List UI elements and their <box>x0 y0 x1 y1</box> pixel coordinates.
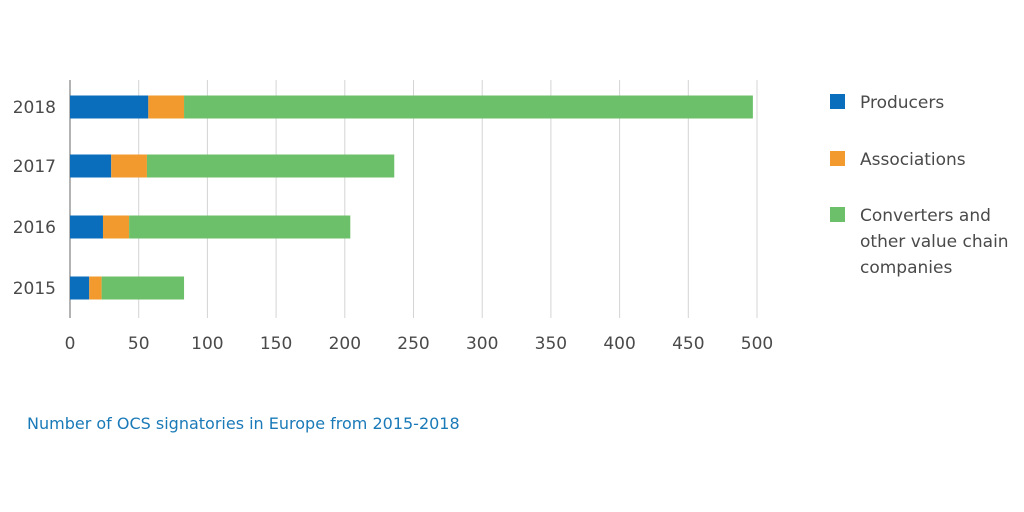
x-tick-label: 50 <box>128 334 150 354</box>
y-tick-label: 2016 <box>13 218 56 238</box>
bar-segment <box>70 276 90 300</box>
legend-label: companies <box>860 258 952 278</box>
bar-segment <box>70 215 103 239</box>
bar-segment <box>148 95 185 119</box>
bar-segment <box>184 95 753 119</box>
x-tick-label: 400 <box>603 334 635 354</box>
bar-segment <box>101 276 185 300</box>
y-tick-label: 2018 <box>13 98 56 118</box>
bars <box>70 95 753 300</box>
chart-caption: Number of OCS signatories in Europe from… <box>27 414 460 433</box>
x-tick-label: 300 <box>466 334 498 354</box>
bar-segment <box>111 154 147 178</box>
x-tick-label: 100 <box>191 334 223 354</box>
x-tick-label: 500 <box>741 334 773 354</box>
bar-segment <box>102 215 130 239</box>
y-axis-ticks: 2018 2017 2016 2015 <box>13 98 56 299</box>
legend: Producers Associations Converters and other… <box>830 93 1009 278</box>
x-axis-ticks: 0 50 100 150 200 250 300 350 400 450 500 <box>65 334 774 354</box>
x-tick-label: 150 <box>260 334 292 354</box>
legend-swatch <box>830 151 845 166</box>
x-tick-label: 350 <box>535 334 567 354</box>
x-tick-label: 450 <box>672 334 704 354</box>
bar-segment <box>129 215 351 239</box>
y-tick-label: 2017 <box>13 157 56 177</box>
legend-label: Converters and <box>860 206 991 226</box>
x-tick-label: 250 <box>397 334 429 354</box>
legend-label: other value chain <box>860 232 1009 252</box>
bar-segment <box>89 276 102 300</box>
x-tick-label: 0 <box>65 334 76 354</box>
bar-segment <box>70 95 149 119</box>
legend-label: Associations <box>860 150 966 170</box>
bar-segment <box>146 154 395 178</box>
legend-label: Producers <box>860 93 944 113</box>
bar-segment <box>70 154 112 178</box>
gridlines <box>138 80 758 318</box>
x-tick-label: 200 <box>329 334 361 354</box>
legend-swatch <box>830 94 845 109</box>
legend-swatch <box>830 207 845 222</box>
y-tick-label: 2015 <box>13 279 56 299</box>
